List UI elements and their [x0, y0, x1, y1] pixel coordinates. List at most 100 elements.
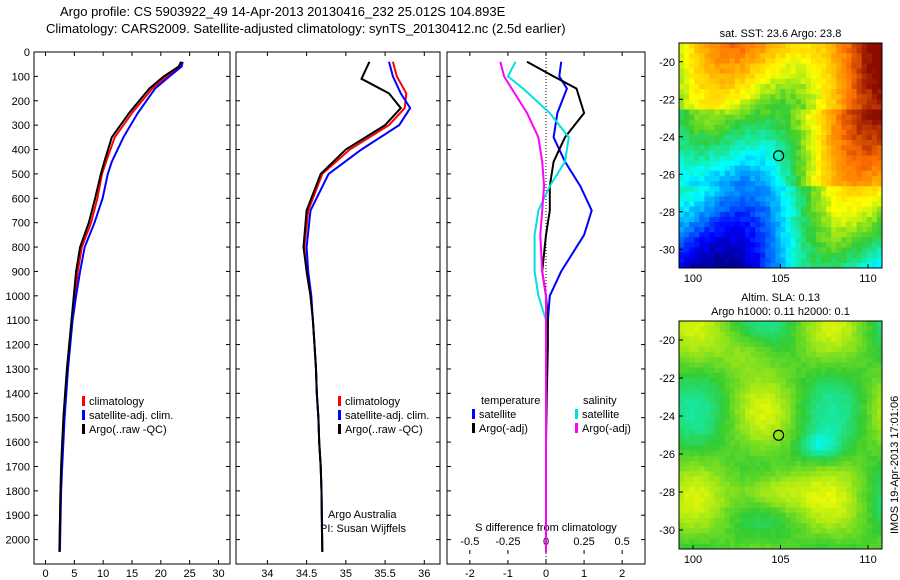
sla-map-cell — [755, 543, 761, 549]
sst-map-cell — [846, 119, 853, 126]
sst-map-cell — [704, 186, 711, 192]
sla-map-cell — [841, 523, 848, 529]
sla-map-cell — [750, 507, 756, 514]
sla-map-cell — [871, 517, 878, 524]
sst-map-cell — [821, 83, 827, 90]
sla-map-cell — [745, 481, 751, 488]
sst-map-cell — [800, 237, 807, 243]
sst-map-cell — [876, 58, 882, 64]
sla-map-cell — [780, 481, 787, 488]
sla-map-cell — [745, 533, 751, 540]
depth-tick-label: 100 — [12, 71, 30, 83]
sla-map-cell — [709, 481, 716, 488]
sla-map-cell — [714, 346, 721, 353]
sla-map-cell — [745, 492, 751, 498]
sst-map-cell — [816, 109, 822, 116]
sla-map-cell — [871, 512, 878, 519]
sla-map-cell — [856, 326, 863, 332]
sla-map-cell — [750, 450, 756, 457]
sst-map-cell — [790, 43, 797, 49]
sst-map-cell — [876, 257, 882, 264]
sla-map-cell — [811, 336, 817, 343]
sst-map-cell — [866, 119, 873, 126]
sst-map-cell — [851, 211, 858, 218]
sla-map-cell — [841, 372, 848, 379]
sst-map-cell — [724, 43, 731, 49]
sst-map-cell — [846, 73, 853, 80]
sst-map-cell — [826, 109, 832, 116]
sst-map-cell — [689, 43, 695, 49]
sst-map-cell — [876, 252, 882, 259]
sla-map-cell — [699, 455, 705, 462]
sst-map-cell — [780, 129, 787, 136]
sla-map-cell — [704, 486, 711, 493]
sla-map-cell — [795, 326, 802, 332]
sla-map-cell — [866, 543, 873, 549]
sla-map-cell — [745, 466, 751, 472]
sla-map-cell — [719, 414, 726, 421]
sst-map-cell — [724, 89, 731, 95]
sst-map-cell — [745, 247, 751, 254]
sst-map-cell — [846, 48, 853, 54]
sla-map-cell — [724, 460, 731, 467]
sla-map-cell — [684, 543, 690, 549]
sla-map-cell — [684, 362, 690, 369]
sst-map-cell — [831, 206, 837, 213]
sla-map-cell — [709, 533, 716, 540]
sla-map-cell — [679, 352, 685, 358]
sst-map-cell — [704, 216, 711, 223]
sla-map-cell — [790, 435, 797, 441]
sst-map-cell — [846, 232, 853, 238]
sla-map-cell — [871, 393, 878, 400]
sla-map-cell — [684, 476, 690, 483]
sla-map-cell — [704, 450, 711, 457]
sst-map-cell — [800, 124, 807, 131]
sla-map-cell — [724, 476, 731, 483]
sla-map-cell — [745, 372, 751, 379]
sla-map-cell — [795, 331, 802, 338]
sla-map-cell — [739, 507, 746, 514]
sla-map-cell — [724, 523, 731, 529]
sla-map-cell — [699, 486, 705, 493]
sst-map-cell — [739, 78, 746, 85]
sst-map-cell — [846, 191, 853, 197]
sla-map-cell — [785, 367, 792, 374]
sla-map-cell — [856, 523, 863, 529]
sla-map-cell — [805, 481, 812, 488]
sla-map-cell — [739, 455, 746, 462]
sst-map-cell — [755, 257, 761, 264]
sst-map-cell — [684, 53, 690, 59]
sst-map-cell — [679, 237, 685, 243]
sst-map-cell — [846, 186, 853, 192]
sst-map-cell — [679, 257, 685, 264]
sst-map-cell — [719, 176, 726, 182]
sla-map-cell — [785, 528, 792, 535]
sst-map-cell — [724, 83, 731, 90]
sst-map-cell — [785, 242, 792, 249]
sst-map-cell — [704, 124, 711, 131]
sla-map-cell — [684, 471, 690, 478]
sla-map-cell — [780, 492, 787, 498]
sst-map-cell — [851, 160, 858, 167]
sla-map-cell — [790, 331, 797, 338]
sla-map-cell — [856, 543, 863, 549]
sst-map-cell — [831, 129, 837, 136]
sla-map-cell — [750, 414, 756, 421]
sst-map-cell — [729, 160, 736, 167]
sst-map-cell — [699, 89, 705, 95]
sst-map-cell — [750, 114, 756, 121]
sst-map-cell — [739, 165, 746, 172]
sst-map-cell — [821, 222, 827, 228]
sst-map-cell — [750, 89, 756, 95]
sst-map-cell — [861, 119, 868, 126]
sla-map-cell — [851, 388, 858, 395]
sla-map-cell — [856, 450, 863, 457]
sst-map-cell — [785, 201, 792, 208]
sla-map-cell — [785, 543, 792, 549]
sst-map-cell — [790, 124, 797, 131]
sla-map-cell — [871, 409, 878, 415]
sst-map-cell — [724, 206, 731, 213]
sla-map-cell — [785, 538, 792, 545]
sla-map-cell — [739, 393, 746, 400]
